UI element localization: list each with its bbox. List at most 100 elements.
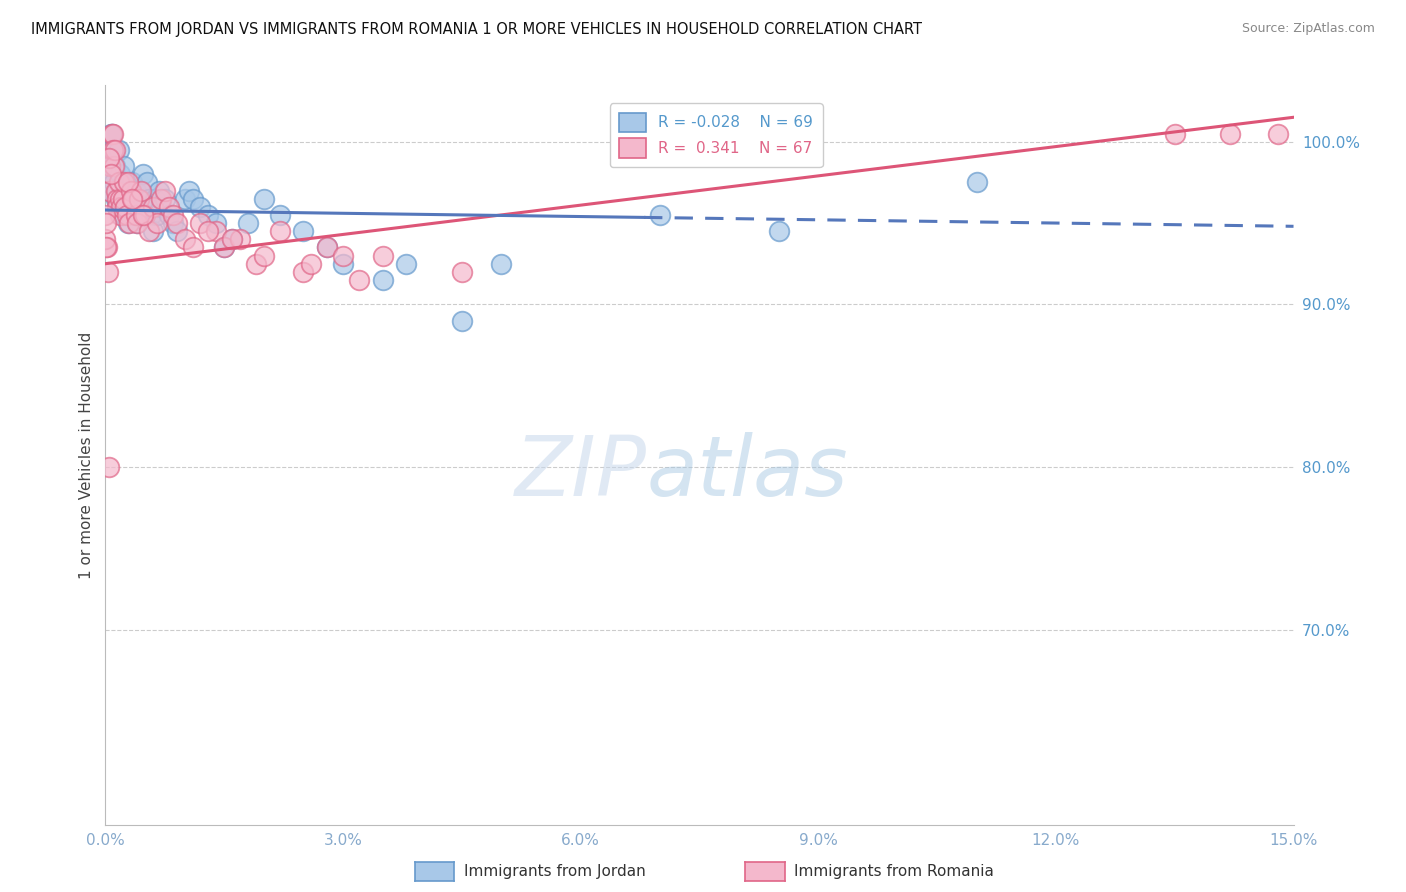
Point <box>114 184 136 198</box>
Point <box>105 200 128 214</box>
Point <box>149 200 172 214</box>
Point <box>166 216 188 230</box>
Point <box>149 192 172 206</box>
Point <box>129 208 152 222</box>
Point <box>128 192 150 206</box>
Point <box>117 216 139 230</box>
Point <box>121 192 143 206</box>
Point <box>205 224 228 238</box>
Point <box>101 127 124 141</box>
Point <box>146 216 169 230</box>
Point <box>332 249 354 263</box>
Point <box>1267 127 1289 141</box>
Point <box>105 192 128 206</box>
Point <box>148 184 170 198</box>
Point <box>134 208 156 222</box>
Point <box>112 159 135 173</box>
Point <box>181 192 204 206</box>
Point <box>197 224 219 238</box>
Point <box>162 208 184 222</box>
Point <box>129 184 152 198</box>
Point <box>316 240 339 254</box>
Point <box>100 167 122 181</box>
Point <box>118 216 141 230</box>
Point <box>111 175 134 189</box>
Point <box>236 216 259 230</box>
Point <box>103 175 125 189</box>
Point <box>269 208 291 222</box>
Point <box>115 208 138 222</box>
Text: Source: ZipAtlas.com: Source: ZipAtlas.com <box>1241 22 1375 36</box>
Point <box>253 192 276 206</box>
Point <box>146 208 169 222</box>
Point <box>104 143 127 157</box>
Point <box>108 167 131 181</box>
Point <box>221 232 243 246</box>
Point <box>117 175 139 189</box>
Point <box>122 192 145 206</box>
Point <box>143 192 166 206</box>
Point <box>110 192 132 206</box>
Legend: R = -0.028    N = 69, R =  0.341    N = 67: R = -0.028 N = 69, R = 0.341 N = 67 <box>610 103 823 167</box>
Point <box>153 192 176 206</box>
Point <box>98 159 121 173</box>
Point <box>98 151 121 165</box>
Point <box>1219 127 1241 141</box>
Point <box>127 216 149 230</box>
Point <box>101 127 124 141</box>
Point <box>214 240 236 254</box>
Point <box>371 273 394 287</box>
Point <box>450 314 472 328</box>
Point <box>966 175 988 189</box>
Point <box>181 240 204 254</box>
Point <box>221 232 243 246</box>
Point <box>299 257 322 271</box>
Point <box>104 192 127 206</box>
Point <box>142 200 165 214</box>
Point <box>190 200 212 214</box>
Point <box>153 184 176 198</box>
Point <box>138 224 160 238</box>
Point <box>110 192 132 206</box>
Point <box>316 240 339 254</box>
Point <box>111 192 134 206</box>
Point <box>134 200 156 214</box>
Point <box>97 184 120 198</box>
Point <box>141 208 163 222</box>
Point <box>491 257 513 271</box>
Point <box>104 184 127 198</box>
Point <box>135 175 157 189</box>
Point <box>96 175 118 189</box>
Point <box>292 265 315 279</box>
Point <box>124 208 146 222</box>
Text: IMMIGRANTS FROM JORDAN VS IMMIGRANTS FROM ROMANIA 1 OR MORE VEHICLES IN HOUSEHOL: IMMIGRANTS FROM JORDAN VS IMMIGRANTS FRO… <box>31 22 922 37</box>
Point <box>120 192 142 206</box>
Point <box>98 460 121 475</box>
Text: atlas: atlas <box>647 433 848 513</box>
Point <box>138 192 160 206</box>
Point <box>450 265 472 279</box>
Point <box>105 184 128 198</box>
Point <box>347 273 370 287</box>
Point <box>190 216 212 230</box>
Point <box>100 127 122 141</box>
Point <box>121 175 143 189</box>
Point <box>1164 127 1187 141</box>
Point <box>768 224 790 238</box>
Point <box>96 216 118 230</box>
Point <box>157 208 180 222</box>
Point <box>142 224 165 238</box>
Point <box>205 216 228 230</box>
Point <box>173 192 195 206</box>
Point <box>648 208 671 222</box>
Point <box>97 265 120 279</box>
Point <box>127 216 149 230</box>
Point <box>111 208 134 222</box>
Text: ZIP: ZIP <box>515 433 647 513</box>
Point <box>166 224 188 238</box>
Point <box>253 249 276 263</box>
Point <box>103 159 125 173</box>
Point <box>114 175 136 189</box>
Point <box>110 200 132 214</box>
Point <box>101 143 124 157</box>
